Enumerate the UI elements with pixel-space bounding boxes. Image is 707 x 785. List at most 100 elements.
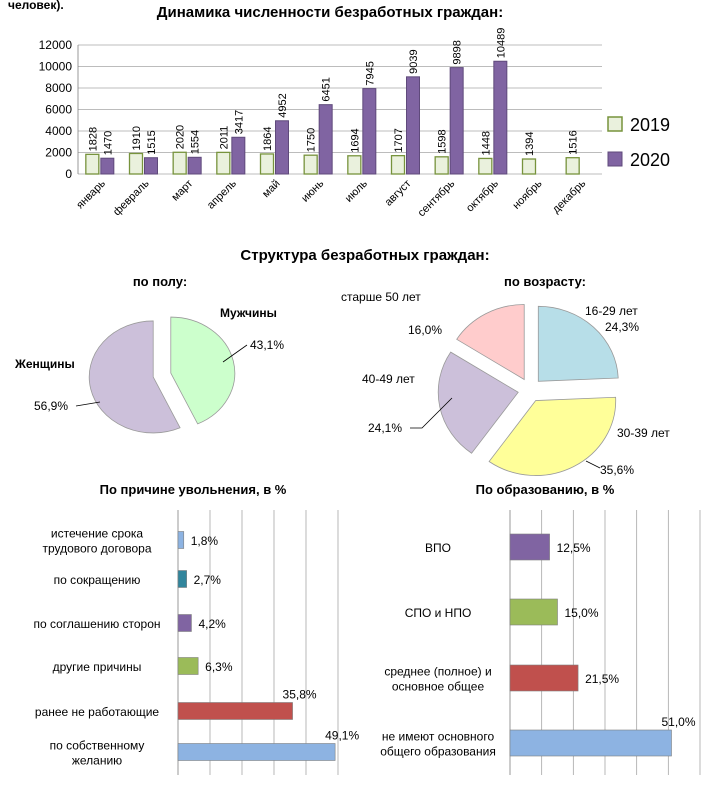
bar-2020-сентябрь xyxy=(449,67,464,175)
legend-swatch-2020 xyxy=(607,151,623,167)
x-tick-label: март xyxy=(169,178,195,204)
bar-2020-октябрь xyxy=(493,60,508,175)
category-label: среднее (полное) и xyxy=(384,665,491,679)
category-label: желанию xyxy=(72,754,122,768)
gender-leader-female xyxy=(75,401,101,407)
monthly-gridlines xyxy=(77,44,602,175)
x-tick-label: май xyxy=(260,178,283,201)
education-chart: 12,5% ВПО 15,0% СПО и НПО 21,5% среднее (полн… xyxy=(380,510,701,775)
age-leader-30-39 xyxy=(585,460,601,469)
bar-по соглашению сторон xyxy=(177,614,192,632)
pie-slice-Мужчины xyxy=(170,316,236,425)
gender-value-male: 43,1% xyxy=(250,338,284,352)
x-tick-label: апрель xyxy=(205,177,239,211)
value-label: 15,0% xyxy=(565,606,599,620)
bar-2019-май xyxy=(259,153,275,175)
data-label-2019-май: 1864 xyxy=(262,126,274,150)
data-label-2020-июнь: 6451 xyxy=(321,77,333,101)
legend-label-2019: 2019 xyxy=(630,115,670,135)
bar-2020-апрель xyxy=(231,136,246,175)
bar-2019-март xyxy=(172,151,187,175)
category-label: трудового договора xyxy=(42,542,151,556)
data-label-2020-февраль: 1515 xyxy=(146,130,158,154)
data-label-2020-октябрь: 10489 xyxy=(495,28,507,59)
bar-2020-февраль xyxy=(144,157,158,175)
gender-label-male: Мужчины xyxy=(220,306,277,320)
x-tick-label: август xyxy=(383,178,414,209)
gender-label-female: Женщины xyxy=(14,357,75,371)
bar-другие причины xyxy=(177,657,199,675)
bar-2019-апрель xyxy=(216,151,231,175)
bar-2019-февраль xyxy=(128,152,144,175)
y-tick-label: 0 xyxy=(65,167,72,181)
value-label: 35,8% xyxy=(283,688,317,702)
value-label: 12,5% xyxy=(557,541,591,555)
pie-slice-старше 50 лет xyxy=(456,304,525,381)
bar-2020-июнь xyxy=(318,104,333,175)
pie-slice-16-29 лет xyxy=(537,305,619,382)
bar-истечение срока трудового договора xyxy=(177,531,185,549)
data-label-2020-май: 4952 xyxy=(277,93,289,117)
y-tick-label: 2000 xyxy=(45,146,72,160)
age-leader-40-49 xyxy=(410,397,453,429)
data-label-2020-март: 1554 xyxy=(190,130,202,154)
value-label: 51,0% xyxy=(662,715,696,729)
pie-slice-40-49 лет xyxy=(437,351,519,454)
data-label-2019-июль: 1694 xyxy=(349,128,361,152)
gender-value-female: 56,9% xyxy=(34,399,68,413)
bar-2019-август xyxy=(390,154,406,175)
bar-2020-май xyxy=(275,120,289,175)
bar-2020-март xyxy=(187,156,202,175)
bar-2019-июнь xyxy=(303,154,318,175)
bar-не имеют основного общего образования xyxy=(509,729,672,757)
age-value-50-plus: 16,0% xyxy=(408,323,442,337)
age-label-16-29: 16-29 лет xyxy=(585,304,638,318)
category-label: общего образования xyxy=(380,745,496,759)
y-tick-label: 10000 xyxy=(39,60,73,74)
x-tick-label: июль xyxy=(343,177,370,204)
data-label-2019-ноябрь: 1394 xyxy=(524,132,536,156)
bar-2020-январь xyxy=(100,157,115,175)
data-label-2019-декабрь: 1516 xyxy=(568,130,580,154)
category-label: не имеют основного xyxy=(382,730,495,744)
category-label: другие причины xyxy=(53,660,142,674)
monthly-chart-title: Динамика численности безработных граждан… xyxy=(157,4,503,21)
gender-leader-male xyxy=(222,344,248,363)
monthly-legend: 2019 2020 xyxy=(607,115,670,170)
data-label-2019-октябрь: 1448 xyxy=(480,131,492,155)
data-label-2019-сентябрь: 1598 xyxy=(437,129,449,153)
bar-2020-июль xyxy=(362,88,377,175)
x-tick-label: январь xyxy=(74,177,108,211)
bar-2019-сентябрь xyxy=(434,156,449,175)
category-label: по соглашению сторон xyxy=(33,617,160,631)
bar-2019-декабрь xyxy=(565,157,580,175)
category-label: основное общее xyxy=(392,680,485,694)
x-tick-label: октябрь xyxy=(464,177,501,214)
category-label: истечение срока xyxy=(51,527,143,541)
gender-pie-title: по полу: xyxy=(133,274,187,289)
x-tick-label: сентябрь xyxy=(416,177,458,219)
value-label: 2,7% xyxy=(194,573,222,587)
category-label: СПО и НПО xyxy=(405,606,472,620)
data-label-2019-апрель: 2011 xyxy=(218,126,230,150)
value-label: 21,5% xyxy=(585,672,619,686)
y-tick-label: 4000 xyxy=(45,124,72,138)
bar-2020-август xyxy=(406,76,420,175)
data-label-2019-январь: 1828 xyxy=(87,127,99,151)
age-label-50-plus: старше 50 лет xyxy=(341,290,421,304)
bar-2019-июль xyxy=(347,155,362,175)
gender-pie xyxy=(88,316,236,434)
legend-swatch-2019 xyxy=(607,116,623,132)
legend-label-2020: 2020 xyxy=(630,150,670,170)
age-value-40-49: 24,1% xyxy=(368,421,402,435)
age-label-30-39: 30-39 лет xyxy=(617,426,670,440)
bar-ранее не работающие xyxy=(177,702,293,720)
data-label-2019-февраль: 1910 xyxy=(131,126,143,150)
value-label: 1,8% xyxy=(191,534,219,548)
reason-chart-title: По причине увольнения, в % xyxy=(100,482,287,497)
y-tick-label: 12000 xyxy=(39,38,73,52)
bar-ВПО xyxy=(509,533,550,561)
bar-по сокращению xyxy=(177,570,187,588)
